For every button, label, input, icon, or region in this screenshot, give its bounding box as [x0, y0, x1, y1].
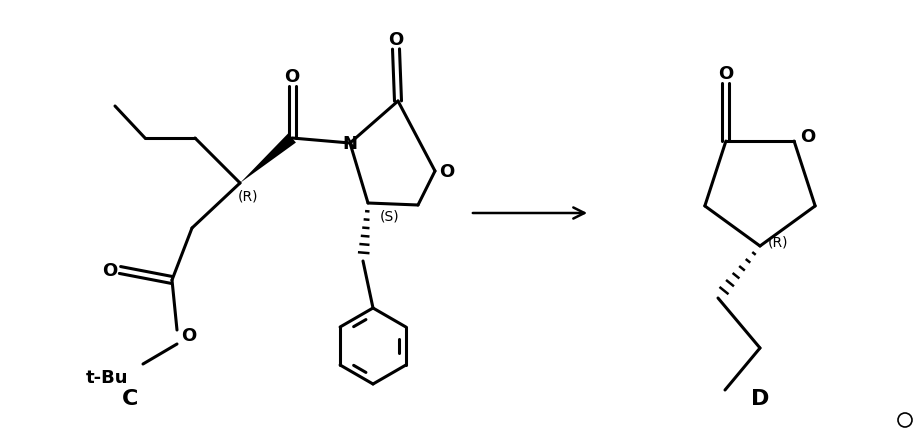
Text: O: O	[103, 261, 118, 279]
Text: t-Bu: t-Bu	[85, 368, 129, 386]
Text: O: O	[718, 65, 733, 83]
Text: C: C	[122, 388, 139, 408]
Text: O: O	[285, 68, 299, 86]
Polygon shape	[240, 134, 296, 184]
Text: N: N	[342, 135, 357, 153]
Text: D: D	[751, 388, 769, 408]
Text: (R): (R)	[767, 234, 789, 248]
Text: (S): (S)	[380, 208, 400, 223]
Text: O: O	[388, 31, 404, 49]
Text: O: O	[440, 162, 454, 180]
Text: O: O	[182, 326, 196, 344]
Text: O: O	[800, 128, 816, 146]
Text: (R): (R)	[238, 189, 258, 202]
